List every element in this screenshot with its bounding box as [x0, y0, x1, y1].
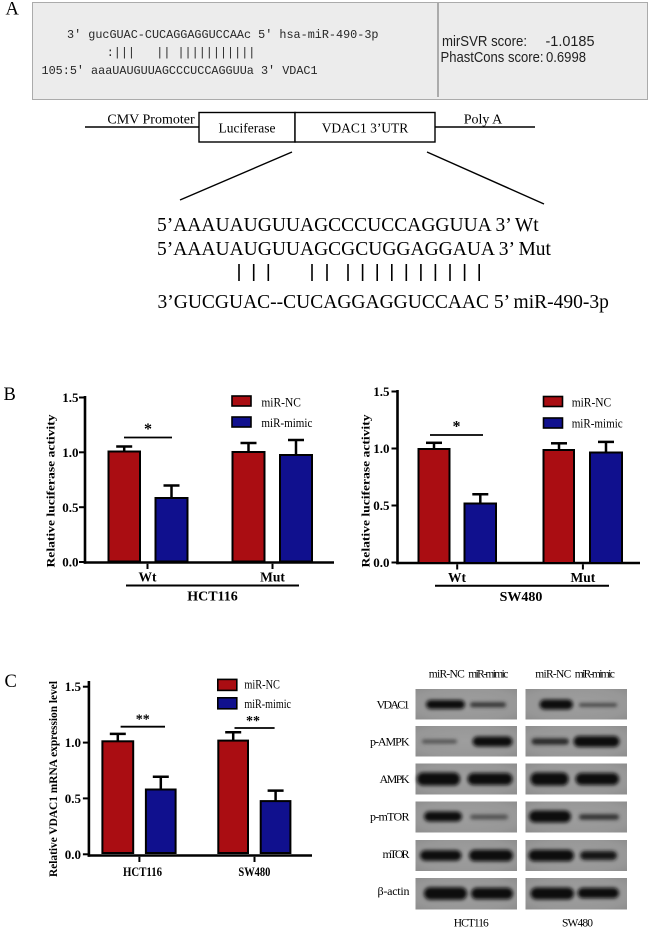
svg-text:1.0: 1.0: [65, 735, 81, 750]
svg-text:p-AMPK: p-AMPK: [370, 735, 410, 749]
svg-text:C: C: [5, 672, 17, 692]
svg-text:HCT116: HCT116: [454, 918, 489, 930]
svg-text:mTOR: mTOR: [383, 847, 410, 861]
svg-text:0.0: 0.0: [65, 847, 81, 862]
svg-text:VDAC1 3’UTR: VDAC1 3’UTR: [322, 121, 409, 136]
svg-text:1.0: 1.0: [373, 441, 389, 456]
svg-text:A: A: [6, 0, 20, 20]
svg-text:β-actin: β-actin: [378, 884, 410, 898]
svg-text:miR-NC: miR-NC: [429, 668, 465, 680]
svg-text:p-mTOR: p-mTOR: [370, 810, 410, 824]
svg-text:PhastCons score:: PhastCons score:: [441, 50, 544, 66]
svg-text:miR-NC: miR-NC: [535, 668, 571, 680]
svg-text:SW480: SW480: [562, 918, 593, 930]
svg-text:1.5: 1.5: [373, 384, 390, 399]
svg-text:1.0: 1.0: [62, 445, 78, 460]
svg-text:0.5: 0.5: [62, 500, 79, 515]
svg-text:miR-mimic: miR-mimic: [468, 668, 508, 680]
svg-text:B: B: [4, 385, 16, 405]
svg-text:AMPK: AMPK: [380, 772, 410, 786]
svg-text:miR-mimic: miR-mimic: [261, 416, 312, 430]
svg-text:Relative luciferase activity: Relative luciferase activity: [44, 415, 58, 568]
svg-text:-1.0185: -1.0185: [546, 34, 595, 50]
svg-text:Wt: Wt: [139, 570, 158, 585]
svg-text:0.6998: 0.6998: [546, 50, 586, 66]
svg-text:*: *: [453, 419, 461, 436]
svg-text:*: *: [144, 421, 152, 438]
svg-text:Relative luciferase activity: Relative luciferase activity: [359, 415, 373, 568]
svg-text:Mut: Mut: [571, 570, 596, 585]
svg-text:miR-NC: miR-NC: [261, 396, 301, 410]
svg-text:5’AAAUAUGUUAGCCCUCCAGGUUA 3’ W: 5’AAAUAUGUUAGCCCUCCAGGUUA 3’ Wt: [157, 215, 539, 236]
svg-text:5’AAAUAUGUUAGCGCUGGAGGAUA 3’ M: 5’AAAUAUGUUAGCGCUGGAGGAUA 3’ Mut: [157, 239, 552, 260]
svg-text:HCT116: HCT116: [187, 590, 238, 605]
svg-text:CMV Promoter: CMV Promoter: [107, 113, 195, 128]
svg-text:**: **: [136, 713, 150, 728]
svg-text:miR-NC: miR-NC: [572, 396, 612, 410]
svg-text:miR-mimic: miR-mimic: [575, 668, 615, 680]
svg-text:Wt: Wt: [448, 570, 467, 585]
svg-text:Mut: Mut: [260, 570, 285, 585]
svg-text:mirSVR score:: mirSVR score:: [442, 34, 527, 50]
svg-text:Luciferase: Luciferase: [219, 121, 276, 136]
svg-text:Poly A: Poly A: [464, 113, 503, 128]
svg-text:SW480: SW480: [500, 590, 543, 605]
svg-text:3’GUCGUAC--CUCAGGAGGUCCAAC 5’: 3’GUCGUAC--CUCAGGAGGUCCAAC 5’ miR-490-3p: [158, 292, 609, 313]
svg-text:0.5: 0.5: [65, 791, 82, 806]
svg-text:1.5: 1.5: [62, 390, 79, 405]
svg-text:1.5: 1.5: [65, 679, 82, 694]
svg-text:**: **: [246, 714, 260, 729]
svg-text:SW480: SW480: [238, 865, 270, 879]
svg-text:0.5: 0.5: [373, 498, 390, 513]
svg-text:0.0: 0.0: [62, 555, 78, 570]
svg-text:miR-NC: miR-NC: [244, 677, 280, 691]
svg-text:0.0: 0.0: [373, 555, 389, 570]
svg-text:miR-mimic: miR-mimic: [572, 417, 623, 431]
svg-text:miR-mimic: miR-mimic: [244, 697, 291, 711]
svg-text:HCT116: HCT116: [123, 865, 162, 879]
svg-text:Relative VDAC1 mRNA expression: Relative VDAC1 mRNA expression level: [48, 681, 60, 877]
svg-text:VDAC1: VDAC1: [377, 698, 410, 712]
